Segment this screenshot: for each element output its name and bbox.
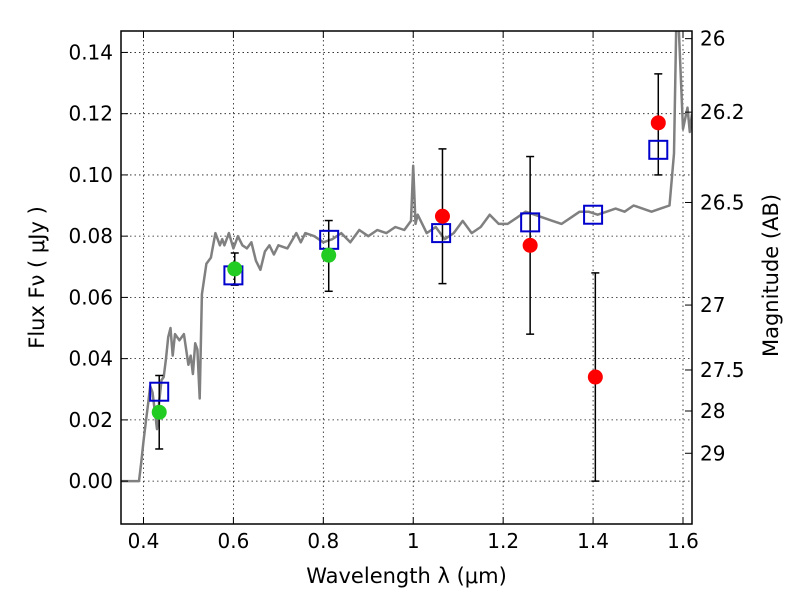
right-tick-label: 26.2	[700, 100, 745, 124]
x-tick-label: 0.4	[128, 529, 160, 553]
y-tick-label: 0.04	[68, 347, 113, 371]
right-tick-label: 28	[700, 399, 725, 423]
y-right-axis-label: Magnitude (AB)	[759, 194, 783, 357]
model-square-marker	[431, 223, 452, 244]
y-tick-label: 0.06	[68, 285, 113, 309]
x-tick-label: 0.8	[307, 529, 339, 553]
x-tick-label: 1.6	[667, 529, 699, 553]
y-tick-label: 0.14	[68, 40, 113, 64]
right-tick-label: 26.5	[700, 190, 745, 214]
y-tick-label: 0.12	[68, 102, 113, 126]
model-spectrum-layer	[121, 31, 692, 483]
right-tick-label: 26	[700, 27, 725, 51]
y-tick-label: 0.02	[68, 408, 113, 432]
ticks: 0.4 0.6 0.8 1 1.2 1.4 1.6 0.00 0.02 0.04 0.06 0.08 0…	[68, 27, 744, 553]
right-tick-label: 27	[700, 293, 725, 317]
x-tick-label: 0.6	[217, 529, 249, 553]
model-square-marker	[520, 212, 541, 233]
right-tick-label: 29	[700, 441, 725, 465]
green-point-marker	[227, 261, 243, 277]
data-points-layer	[149, 73, 669, 482]
y-tick-label: 0.00	[68, 469, 113, 493]
model-square-marker	[149, 381, 170, 402]
model-square-marker	[648, 139, 669, 160]
y-tick-label: 0.10	[68, 163, 113, 187]
model-spectrum-line	[121, 31, 692, 483]
red-point-marker	[434, 208, 450, 224]
x-tick-label: 1.4	[577, 529, 609, 553]
plot-frame	[120, 30, 693, 525]
grid	[121, 31, 692, 524]
red-point-marker	[587, 369, 603, 385]
model-square-marker	[583, 204, 604, 225]
green-point-marker	[151, 404, 167, 420]
red-point-marker	[522, 237, 538, 253]
green-point-marker	[321, 247, 337, 263]
x-axis-label: Wavelength λ (μm)	[306, 564, 507, 588]
x-tick-label: 1	[407, 529, 420, 553]
right-tick-label: 27.5	[700, 358, 745, 382]
red-point-marker	[650, 115, 666, 131]
y-axis-label: Flux Fν ( μJy )	[25, 206, 49, 349]
y-tick-label: 0.08	[68, 224, 113, 248]
x-tick-label: 1.2	[487, 529, 519, 553]
